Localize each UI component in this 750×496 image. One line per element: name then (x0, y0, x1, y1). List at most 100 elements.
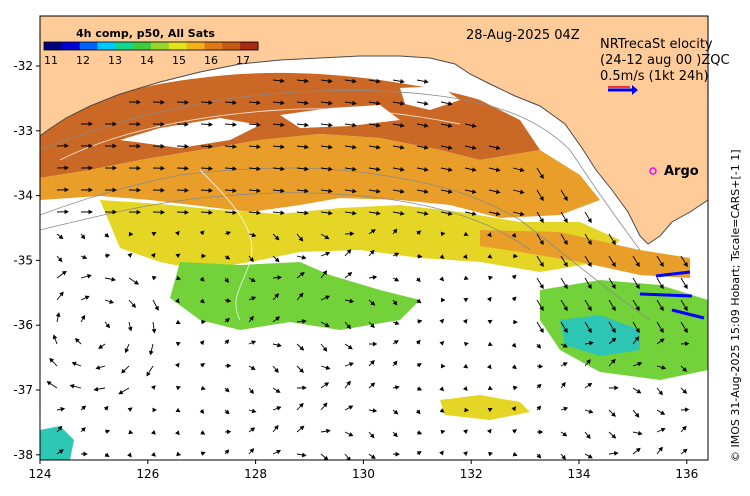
current-arrowhead (226, 363, 232, 369)
current-arrowhead (634, 412, 640, 418)
y-tick-label: -33 (13, 124, 33, 138)
current-arrowhead (256, 144, 261, 150)
y-axis-tick-labels: -32 -33 -34 -35 -36 -37 -38 (13, 59, 40, 462)
current-arrowhead (400, 210, 405, 216)
current-arrowhead (112, 165, 117, 171)
current-arrowhead (376, 210, 381, 216)
current-arrowhead (224, 409, 230, 415)
sst-green-band (170, 262, 420, 330)
current-arrowhead (563, 196, 568, 202)
current-arrowhead (611, 433, 617, 439)
current-arrowhead (561, 382, 566, 387)
current-arrowhead (57, 425, 63, 431)
current-arrowhead (563, 262, 568, 268)
current-arrowhead (392, 300, 398, 306)
current-arrowhead (112, 121, 117, 127)
current-arrowhead (587, 284, 592, 290)
current-arrowhead (416, 230, 422, 236)
depth-contour (40, 90, 641, 251)
current-arrowhead (55, 312, 61, 317)
current-arrowhead (519, 211, 525, 217)
current-arrowhead (299, 272, 305, 277)
colorbar-swatch (133, 42, 152, 50)
colorbar-swatch (79, 42, 98, 50)
current-arrowhead (208, 100, 213, 105)
current-arrowhead (447, 123, 453, 128)
current-arrowhead (199, 409, 205, 414)
colorbar-swatch (240, 42, 259, 50)
current-arrowhead (298, 236, 304, 242)
strong-current-arrow (655, 270, 691, 278)
current-arrowhead (226, 298, 232, 303)
current-arrowhead (561, 454, 566, 460)
current-arrowhead (80, 234, 86, 240)
current-arrowhead (511, 364, 517, 370)
current-arrowhead (352, 122, 357, 128)
current-arrowhead (400, 188, 405, 194)
current-arrowhead (175, 230, 180, 236)
current-arrowhead (682, 367, 688, 372)
current-arrowhead (322, 270, 328, 276)
current-arrowhead (511, 296, 517, 302)
current-arrowhead (585, 434, 591, 439)
current-arrowhead (82, 254, 88, 260)
sst-orange-east (480, 230, 690, 278)
current-arrowhead (87, 273, 92, 279)
current-arrowhead (462, 386, 468, 391)
current-arrowhead (322, 402, 328, 408)
current-arrowhead (249, 389, 254, 395)
sst-field (40, 72, 708, 460)
current-arrowhead (487, 232, 492, 238)
current-arrowhead (682, 448, 688, 454)
current-arrowhead (659, 284, 664, 290)
current-arrowhead (376, 188, 381, 194)
colorbar-title: 4h comp, p50, All Sats (76, 27, 215, 40)
current-arrowhead (370, 360, 375, 365)
current-arrowhead (447, 167, 453, 172)
current-arrowhead (304, 100, 309, 106)
sst-orange-band (40, 134, 600, 218)
current-arrowhead (539, 218, 544, 224)
current-arrowhead (376, 144, 381, 150)
current-arrowhead (61, 270, 67, 276)
current-arrowhead (151, 275, 157, 281)
current-arrowhead (128, 429, 134, 435)
current-arrowhead (256, 122, 261, 128)
current-arrowhead (280, 188, 285, 194)
y-tick-label: -34 (13, 189, 33, 203)
current-arrowhead (160, 165, 165, 171)
current-arrowhead (298, 292, 304, 298)
current-arrowhead (487, 319, 493, 325)
current-arrowhead (59, 291, 64, 297)
current-arrowhead (136, 209, 141, 215)
current-arrowhead (151, 328, 157, 334)
current-arrowhead (394, 252, 400, 257)
current-arrowhead (400, 166, 405, 172)
current-arrowhead (439, 386, 444, 392)
current-arrowhead (154, 305, 159, 311)
colorbar-swatch (151, 42, 170, 50)
current-arrowhead (495, 211, 501, 217)
current-arrowhead (370, 300, 376, 306)
current-arrowhead (519, 189, 525, 195)
current-arrowhead (423, 123, 429, 128)
current-arrowhead (563, 306, 568, 312)
current-arrowhead (471, 211, 477, 216)
isotherm (59, 108, 461, 161)
current-arrowhead (201, 253, 207, 259)
current-arrowhead (471, 167, 477, 172)
current-arrowhead (487, 428, 492, 434)
current-arrowhead (417, 430, 423, 435)
current-arrowhead (471, 145, 477, 150)
argo-float[interactable]: Argo (649, 164, 699, 179)
current-arrowhead (512, 429, 518, 434)
current-arrowhead (304, 122, 309, 128)
argo-marker[interactable] (649, 167, 657, 175)
x-tick-label: 128 (244, 467, 267, 481)
current-arrowhead (539, 306, 544, 312)
x-tick-label: 124 (29, 467, 52, 481)
current-arrowhead (128, 231, 134, 237)
current-arrowhead (423, 167, 429, 172)
current-arrowhead (249, 315, 254, 321)
